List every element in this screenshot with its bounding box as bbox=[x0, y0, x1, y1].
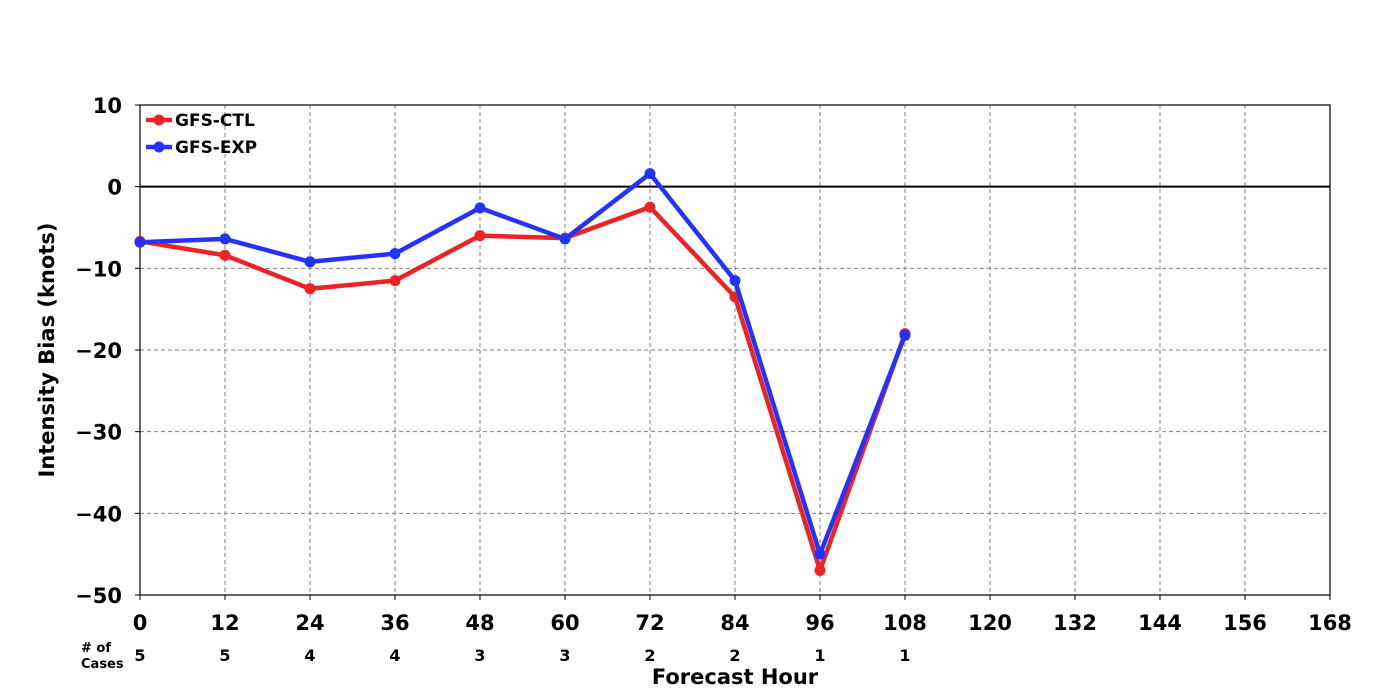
x-tick-label: 60 bbox=[550, 611, 579, 635]
data-point bbox=[644, 201, 656, 213]
data-point bbox=[559, 233, 571, 245]
cases-count: 5 bbox=[134, 646, 145, 665]
x-tick-label: 84 bbox=[720, 611, 749, 635]
x-tick-label: 108 bbox=[883, 611, 927, 635]
y-tick-labels: 10 0 −10 −20 −30 −40 −50 bbox=[75, 94, 140, 608]
x-tick-labels: 0 12 24 36 48 60 72 84 96 108 120 132 144 156 168 bbox=[133, 595, 1352, 635]
legend-swatch-marker bbox=[153, 141, 165, 153]
legend-item: GFS-EXP bbox=[146, 138, 257, 158]
cases-count: 2 bbox=[644, 646, 655, 665]
legend-swatch-marker bbox=[153, 114, 165, 126]
cases-count: 4 bbox=[304, 646, 315, 665]
legend: GFS-CTL GFS-EXP bbox=[146, 111, 257, 158]
y-tick-label: −50 bbox=[75, 584, 122, 608]
series-line bbox=[139, 204, 908, 573]
grid-lines bbox=[140, 105, 1330, 595]
data-point bbox=[389, 248, 401, 260]
y-tick-label: −30 bbox=[75, 421, 122, 445]
data-point bbox=[304, 283, 316, 295]
y-tick-label: −20 bbox=[75, 339, 122, 363]
cases-count: 5 bbox=[219, 646, 230, 665]
data-point bbox=[899, 329, 911, 341]
data-point bbox=[474, 230, 486, 242]
data-point bbox=[389, 275, 401, 287]
x-tick-label: 72 bbox=[635, 611, 664, 635]
x-tick-label: 156 bbox=[1223, 611, 1267, 635]
x-tick-label: 168 bbox=[1308, 611, 1352, 635]
x-tick-label: 24 bbox=[295, 611, 324, 635]
data-point bbox=[814, 548, 826, 560]
y-tick-label: −40 bbox=[75, 502, 122, 526]
legend-label: GFS-EXP bbox=[175, 138, 257, 158]
cases-label-line2: Cases bbox=[81, 657, 124, 672]
x-tick-label: 120 bbox=[968, 611, 1012, 635]
series-gfs-ctl bbox=[134, 201, 911, 576]
x-tick-label: 144 bbox=[1138, 611, 1182, 635]
data-point bbox=[814, 565, 826, 576]
x-tick-label: 0 bbox=[133, 611, 148, 635]
data-point bbox=[474, 202, 486, 214]
y-tick-label: −10 bbox=[75, 257, 122, 281]
x-tick-label: 96 bbox=[805, 611, 834, 635]
data-point bbox=[729, 275, 741, 287]
data-point bbox=[134, 236, 146, 248]
cases-label-line1: # of bbox=[81, 641, 111, 656]
legend-item: GFS-CTL bbox=[146, 111, 255, 131]
data-point bbox=[304, 256, 316, 268]
cases-count: 3 bbox=[474, 646, 485, 665]
data-point bbox=[644, 168, 656, 180]
data-point bbox=[219, 249, 231, 261]
y-tick-label: 0 bbox=[107, 176, 122, 200]
series-layer bbox=[134, 168, 911, 576]
x-tick-label: 12 bbox=[210, 611, 239, 635]
cases-count: 1 bbox=[899, 646, 910, 665]
x-tick-label: 36 bbox=[380, 611, 409, 635]
x-tick-label: 132 bbox=[1053, 611, 1097, 635]
x-axis-title: Forecast Hour bbox=[652, 665, 819, 689]
cases-count: 2 bbox=[729, 646, 740, 665]
y-axis-title: Intensity Bias (knots) bbox=[35, 223, 59, 478]
cases-count: 3 bbox=[559, 646, 570, 665]
y-tick-label: 10 bbox=[93, 94, 122, 118]
x-tick-label: 48 bbox=[465, 611, 494, 635]
cases-row: 5 5 4 4 3 3 2 2 1 1 bbox=[134, 646, 910, 665]
cases-count: 4 bbox=[389, 646, 400, 665]
series-line bbox=[139, 171, 908, 557]
legend-label: GFS-CTL bbox=[175, 111, 255, 131]
data-point bbox=[219, 233, 231, 245]
series-gfs-exp bbox=[134, 168, 911, 560]
cases-count: 1 bbox=[814, 646, 825, 665]
